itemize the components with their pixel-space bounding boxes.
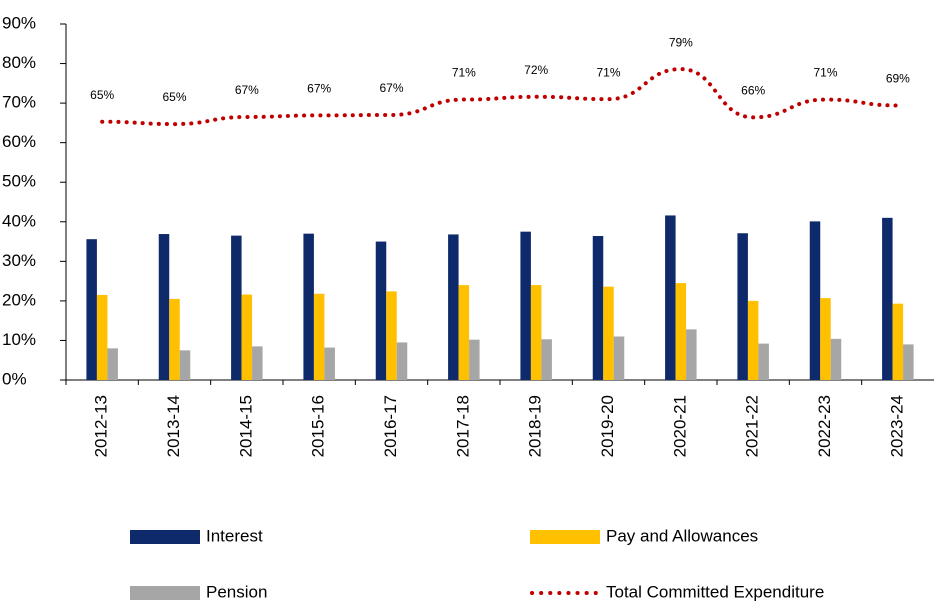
bar bbox=[686, 329, 697, 380]
bar bbox=[86, 239, 97, 380]
y-tick-label: 90% bbox=[2, 13, 36, 32]
x-tick-label: 2018-19 bbox=[526, 395, 545, 457]
bar bbox=[820, 298, 831, 380]
y-tick-label: 40% bbox=[2, 211, 36, 230]
x-tick-label: 2022-23 bbox=[815, 395, 834, 457]
x-tick-label: 2019-20 bbox=[598, 395, 617, 457]
y-tick-label: 10% bbox=[2, 330, 36, 349]
y-tick-label: 60% bbox=[2, 132, 36, 151]
bar bbox=[303, 233, 314, 380]
legend-label: Total Committed Expenditure bbox=[606, 582, 824, 601]
data-label: 72% bbox=[524, 63, 548, 77]
bar bbox=[375, 241, 387, 380]
y-tick-label: 50% bbox=[2, 172, 36, 191]
bar bbox=[252, 346, 263, 380]
x-tick-label: 2017-18 bbox=[453, 395, 472, 457]
data-label: 79% bbox=[669, 35, 693, 49]
data-label: 65% bbox=[162, 90, 186, 104]
bar bbox=[231, 235, 242, 380]
y-tick-label: 30% bbox=[2, 251, 36, 270]
data-label: 67% bbox=[235, 83, 259, 97]
x-tick-label: 2023-24 bbox=[887, 395, 906, 457]
x-tick-label: 2021-22 bbox=[743, 395, 762, 457]
bar bbox=[386, 291, 397, 380]
bar bbox=[324, 347, 335, 380]
bar bbox=[758, 343, 769, 380]
x-tick-label: 2013-14 bbox=[164, 395, 183, 457]
bar bbox=[592, 236, 604, 380]
data-label: 67% bbox=[379, 81, 403, 95]
bar bbox=[830, 338, 842, 380]
bar bbox=[241, 294, 253, 380]
x-tick-label: 2015-16 bbox=[309, 395, 328, 457]
data-label: 71% bbox=[452, 66, 476, 80]
bar bbox=[882, 217, 893, 380]
bar bbox=[747, 300, 759, 380]
data-label: 69% bbox=[886, 72, 910, 86]
y-tick-label: 0% bbox=[2, 369, 27, 388]
data-label: 66% bbox=[741, 84, 765, 98]
bar bbox=[530, 285, 542, 380]
x-tick-label: 2014-15 bbox=[236, 395, 255, 457]
legend-swatch bbox=[130, 586, 200, 600]
bar bbox=[809, 221, 821, 380]
y-tick-label: 70% bbox=[2, 93, 36, 112]
bar bbox=[469, 339, 480, 380]
bar bbox=[458, 285, 470, 380]
bar bbox=[169, 298, 180, 380]
data-label: 65% bbox=[90, 88, 114, 102]
legend-swatch bbox=[530, 530, 600, 544]
bar bbox=[903, 344, 914, 380]
x-tick-label: 2020-21 bbox=[670, 395, 689, 457]
bar bbox=[675, 283, 687, 380]
bar bbox=[96, 294, 108, 380]
legend-swatch bbox=[130, 530, 200, 544]
bar bbox=[892, 303, 904, 380]
bar bbox=[313, 293, 325, 380]
bar bbox=[737, 233, 748, 380]
bar bbox=[520, 231, 531, 380]
bar bbox=[541, 339, 552, 380]
data-label: 71% bbox=[813, 66, 837, 80]
x-tick-label: 2012-13 bbox=[92, 395, 111, 457]
bar bbox=[665, 215, 676, 380]
data-label: 67% bbox=[307, 82, 331, 96]
bar bbox=[107, 348, 118, 380]
bar bbox=[613, 336, 625, 380]
bar bbox=[158, 234, 170, 380]
line bbox=[100, 67, 900, 127]
bar bbox=[179, 350, 191, 380]
legend-label: Interest bbox=[206, 526, 263, 545]
data-label: 71% bbox=[596, 65, 620, 79]
bar bbox=[448, 234, 459, 380]
y-tick-label: 20% bbox=[2, 290, 36, 309]
legend-label: Pension bbox=[206, 582, 267, 601]
y-tick-label: 80% bbox=[2, 53, 36, 72]
x-tick-label: 2016-17 bbox=[381, 395, 400, 457]
bar bbox=[396, 342, 408, 380]
bar bbox=[603, 286, 614, 380]
legend-label: Pay and Allowances bbox=[606, 526, 758, 545]
